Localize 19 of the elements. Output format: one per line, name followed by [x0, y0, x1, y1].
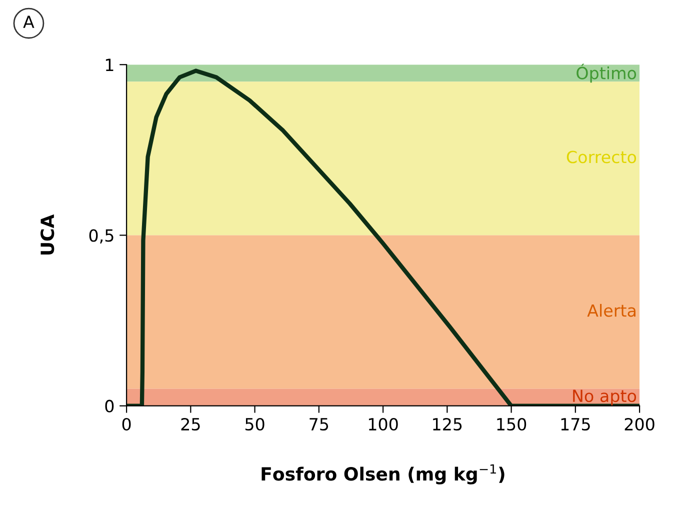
x-tick-label: 100	[368, 418, 398, 431]
y-tick-label: 1	[106, 58, 114, 71]
x-tick-label: 150	[497, 418, 526, 431]
x-tick-label: 25	[181, 418, 200, 431]
y-axis-title: UCA	[40, 214, 54, 255]
y-tick-label: 0	[105, 400, 114, 412]
x-tick-label: 175	[561, 418, 590, 431]
x-tick-label: 50	[245, 418, 264, 431]
x-axis-title: Fosforo Olsen (mg kg$^{−1}$)	[262, 464, 504, 484]
x-tick-label: 75	[310, 418, 328, 431]
x-tick-label: 200	[624, 418, 654, 431]
x-tick-label: 125	[433, 418, 462, 431]
band-label: Alerta	[587, 304, 636, 317]
band-label: Óptimo	[576, 64, 636, 83]
x-tick-label: 0	[122, 418, 131, 431]
band-label: Correcto	[566, 150, 636, 164]
band-label: No apto	[573, 390, 636, 406]
text: A	[23, 16, 34, 28]
y-tick-label: 0,5	[89, 229, 114, 244]
